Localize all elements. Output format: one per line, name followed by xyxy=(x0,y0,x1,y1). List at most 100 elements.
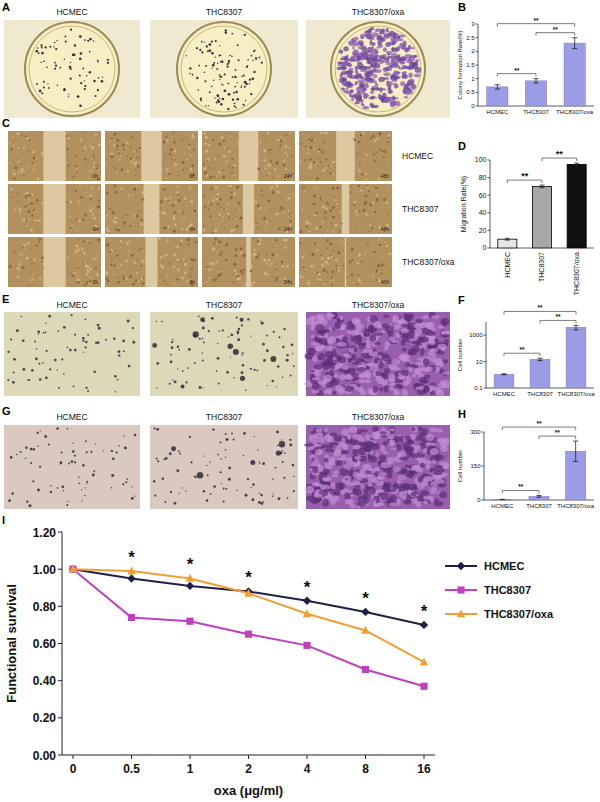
cell xyxy=(91,187,94,190)
colony xyxy=(204,72,205,73)
cell xyxy=(163,255,166,258)
cell xyxy=(258,257,259,258)
cell xyxy=(276,255,278,257)
cell xyxy=(188,144,190,146)
cell xyxy=(218,155,220,157)
cell xyxy=(300,161,302,163)
colony xyxy=(189,67,191,69)
colony xyxy=(232,76,234,78)
cell xyxy=(152,343,157,348)
colony xyxy=(367,70,373,74)
colony xyxy=(40,44,42,46)
cell xyxy=(140,247,142,249)
cell xyxy=(90,170,92,172)
colony xyxy=(357,74,361,76)
colony xyxy=(93,40,95,42)
colony xyxy=(87,40,89,42)
cell xyxy=(300,230,303,233)
cell xyxy=(220,206,222,208)
cell xyxy=(98,274,99,275)
cell xyxy=(22,246,24,248)
colony xyxy=(241,84,242,85)
cell xyxy=(133,150,135,152)
cell xyxy=(32,274,33,275)
cell xyxy=(194,362,196,364)
cell xyxy=(217,203,219,205)
cell xyxy=(10,188,13,191)
cell xyxy=(27,225,29,227)
cell xyxy=(130,146,132,148)
cell xyxy=(335,258,338,261)
cell xyxy=(250,264,252,266)
cell xyxy=(255,256,258,259)
cell xyxy=(323,141,325,143)
cell xyxy=(165,178,167,180)
cell xyxy=(77,268,80,271)
cell xyxy=(387,162,388,163)
cell xyxy=(69,349,72,352)
colony xyxy=(244,81,247,84)
cell xyxy=(168,263,170,265)
cell xyxy=(233,269,236,272)
cell xyxy=(335,201,337,203)
cell xyxy=(16,162,17,163)
colony xyxy=(357,63,364,68)
colony xyxy=(340,74,343,78)
cell xyxy=(235,248,237,250)
cell xyxy=(66,148,69,151)
cell xyxy=(118,350,121,353)
cell xyxy=(189,276,191,278)
cell xyxy=(143,277,145,279)
cell xyxy=(241,324,243,326)
cell xyxy=(221,220,223,222)
cell xyxy=(372,223,373,224)
cell xyxy=(91,159,93,161)
cell xyxy=(359,277,360,278)
cell xyxy=(68,164,70,166)
cell xyxy=(39,363,41,365)
cell xyxy=(71,314,73,316)
cell xyxy=(236,330,239,333)
cell xyxy=(215,261,217,263)
cell xyxy=(28,284,29,285)
cell xyxy=(105,339,107,341)
cell xyxy=(280,136,281,137)
cell xyxy=(75,155,77,157)
colony xyxy=(361,104,365,107)
cell xyxy=(325,158,327,160)
colony xyxy=(41,47,43,49)
cell xyxy=(135,215,138,218)
cell xyxy=(321,254,323,256)
colony xyxy=(237,44,239,46)
cell xyxy=(305,146,307,148)
cell xyxy=(86,269,88,271)
cell xyxy=(210,203,212,205)
colony xyxy=(353,42,360,47)
cell xyxy=(18,171,20,173)
wound-gap xyxy=(145,237,157,287)
cell xyxy=(80,196,83,199)
cell xyxy=(227,203,229,205)
cell xyxy=(132,283,135,286)
cell xyxy=(213,225,214,226)
cell xyxy=(190,258,193,261)
cell xyxy=(110,155,113,158)
colony xyxy=(374,63,380,69)
cell xyxy=(173,266,175,268)
cell xyxy=(67,256,69,258)
cell xyxy=(111,211,114,214)
cell xyxy=(358,210,360,212)
cell xyxy=(32,194,34,196)
colony xyxy=(213,62,215,64)
cell xyxy=(127,170,129,172)
cell xyxy=(376,150,379,153)
cell xyxy=(110,250,113,253)
colony xyxy=(408,73,412,79)
cell xyxy=(166,239,169,242)
colony xyxy=(219,79,220,80)
cell xyxy=(318,168,319,169)
colony xyxy=(341,82,347,86)
cell xyxy=(206,150,208,152)
cell xyxy=(233,156,234,157)
colony xyxy=(348,82,351,87)
